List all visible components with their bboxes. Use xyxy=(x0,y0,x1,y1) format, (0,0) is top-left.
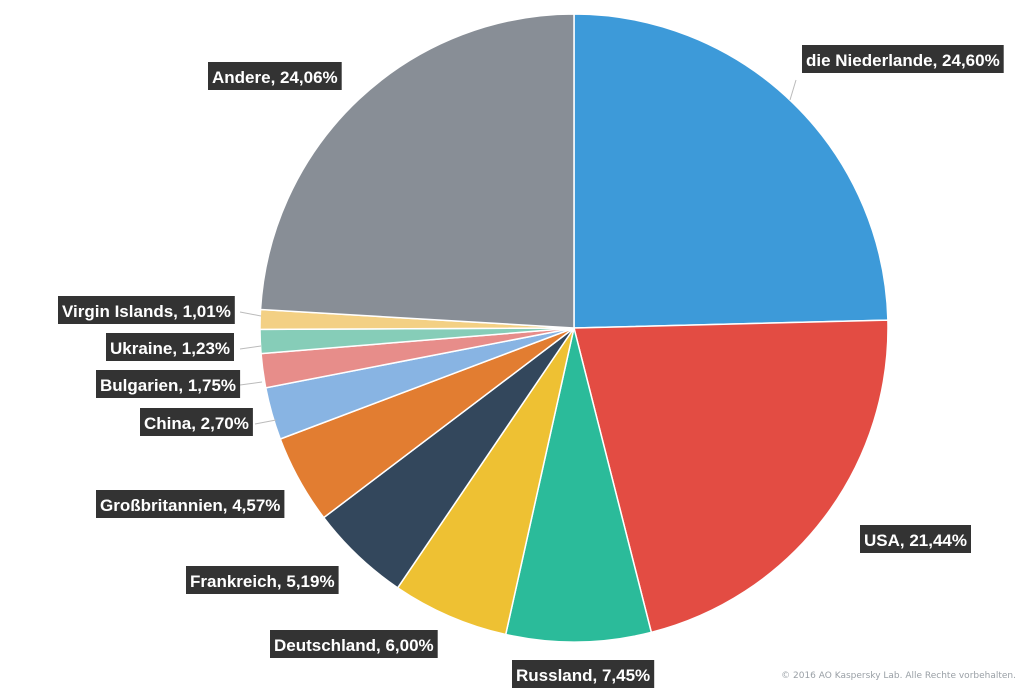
label-connector-7 xyxy=(254,419,277,425)
label-connector-8 xyxy=(239,381,263,386)
slice-label-bg-10 xyxy=(58,296,235,324)
slice-label-6: Großbritannien, 4,57% xyxy=(96,490,285,518)
slice-label-5: Frankreich, 5,19% xyxy=(186,566,339,594)
slice-label-1: die Niederlande, 24,60% xyxy=(802,45,1004,73)
copyright-notice: © 2016 AO Kaspersky Lab. Alle Rechte vor… xyxy=(781,671,1016,681)
slice-label-text-1: die Niederlande, 24,60% xyxy=(806,51,1000,70)
pie-slice-3 xyxy=(504,327,653,643)
slice-label-bg-7 xyxy=(140,408,253,436)
slice-label-8: Bulgarien, 1,75% xyxy=(96,370,241,398)
slice-label-bg-8 xyxy=(96,370,241,398)
pie-slices xyxy=(259,13,889,643)
slice-label-bg-4 xyxy=(270,630,438,658)
label-connector-10 xyxy=(239,311,262,317)
pie-slice-4 xyxy=(396,327,575,636)
slice-label-4: Deutschland, 6,00% xyxy=(270,630,438,658)
label-connector-1 xyxy=(789,79,797,101)
slice-label-10: Virgin Islands, 1,01% xyxy=(58,296,235,324)
slice-label-text-9: Ukraine, 1,23% xyxy=(110,339,230,358)
pie-slice-2 xyxy=(573,319,889,634)
slice-label-bg-2 xyxy=(860,525,971,553)
slice-label-text-2: USA, 21,44% xyxy=(864,531,967,550)
slice-label-bg-9 xyxy=(106,333,234,361)
slice-label-7: China, 2,70% xyxy=(140,408,253,436)
slice-label-text-11: Andere, 24,06% xyxy=(212,68,338,87)
slice-label-9: Ukraine, 1,23% xyxy=(106,333,234,361)
slice-label-text-4: Deutschland, 6,00% xyxy=(274,636,434,655)
slice-label-bg-3 xyxy=(512,660,655,688)
slice-label-text-3: Russland, 7,45% xyxy=(516,666,650,685)
slice-label-3: Russland, 7,45% xyxy=(512,660,655,688)
slice-label-bg-5 xyxy=(186,566,339,594)
slice-label-text-8: Bulgarien, 1,75% xyxy=(100,376,236,395)
slice-label-text-7: China, 2,70% xyxy=(144,414,249,433)
slice-label-2: USA, 21,44% xyxy=(860,525,971,553)
slice-label-bg-1 xyxy=(802,45,1004,73)
slice-label-text-6: Großbritannien, 4,57% xyxy=(100,496,280,515)
slice-label-11: Andere, 24,06% xyxy=(208,62,342,90)
pie-slice-11 xyxy=(259,13,575,329)
slice-label-bg-6 xyxy=(96,490,285,518)
slice-label-text-10: Virgin Islands, 1,01% xyxy=(62,302,231,321)
label-connector-9 xyxy=(239,345,262,350)
slice-label-bg-11 xyxy=(208,62,342,90)
slice-label-text-5: Frankreich, 5,19% xyxy=(190,572,335,591)
pie-slice-1 xyxy=(573,13,889,329)
